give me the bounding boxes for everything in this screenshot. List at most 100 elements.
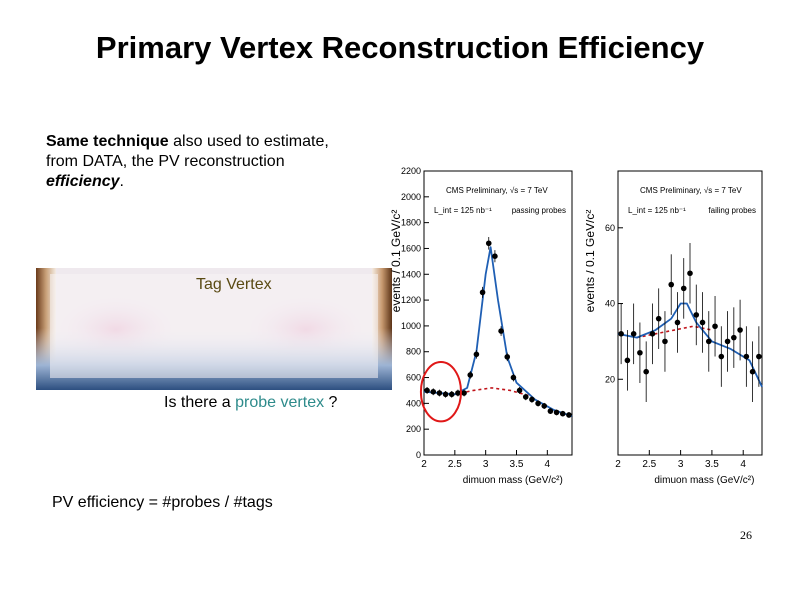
data-point xyxy=(448,391,455,398)
intro-bold: Same technique xyxy=(46,133,169,150)
data-point xyxy=(743,353,750,360)
data-point xyxy=(461,390,467,396)
x-axis-label: dimuon mass (GeV/c²) xyxy=(654,475,754,486)
data-point xyxy=(498,328,504,334)
probe-highlight: probe vertex xyxy=(235,394,325,411)
data-point xyxy=(436,390,443,396)
data-point xyxy=(618,331,624,337)
data-point xyxy=(566,412,572,418)
data-point xyxy=(756,353,762,360)
x-tick-label: 2.5 xyxy=(642,459,656,470)
x-tick-label: 4 xyxy=(545,459,551,470)
legend-label: failing probes xyxy=(708,206,756,215)
x-tick-label: 2 xyxy=(615,459,621,470)
data-point xyxy=(718,353,725,360)
data-point xyxy=(516,387,523,394)
intro-text: Same technique also used to estimate, fr… xyxy=(46,132,346,192)
data-point xyxy=(731,334,737,341)
x-tick-label: 4 xyxy=(740,459,746,470)
data-point xyxy=(705,338,712,345)
data-point xyxy=(473,351,480,358)
data-point xyxy=(699,319,706,326)
y-tick-label: 1600 xyxy=(401,243,421,253)
data-point xyxy=(649,331,656,337)
signal-fit-line xyxy=(617,302,763,388)
intro-end: . xyxy=(119,173,124,190)
tag-vertex-label: Tag Vertex xyxy=(196,276,272,293)
plot-frame xyxy=(617,170,763,456)
y-axis-label: events / 0.1 GeV/c² xyxy=(389,210,403,313)
data-point xyxy=(655,315,662,322)
data-point xyxy=(479,289,486,296)
probe-question: Is there a probe vertex ? xyxy=(164,394,337,412)
plot-frame xyxy=(423,170,573,456)
y-tick-label: 2000 xyxy=(401,192,421,202)
data-point xyxy=(535,400,541,407)
probe-suffix: ? xyxy=(324,394,338,411)
y-tick-label: 800 xyxy=(406,347,421,357)
y-tick-label: 200 xyxy=(406,424,421,434)
data-point xyxy=(637,349,643,356)
y-tick-label: 2200 xyxy=(401,166,421,176)
plot-title: CMS Preliminary, √s = 7 TeV xyxy=(640,186,742,195)
luminosity-label: L_int = 125 nb⁻¹ xyxy=(628,206,686,215)
data-point xyxy=(737,327,743,333)
y-tick-label: 20 xyxy=(605,374,615,384)
data-point xyxy=(553,409,560,416)
intro-rest: also used to estimate, from DATA, the PV… xyxy=(46,133,329,170)
x-tick-label: 3 xyxy=(483,459,489,470)
background-fit-line xyxy=(454,387,530,397)
failing-probes-plot: 20 40 60 2 2.5 3 3.5 4 dimuon mass (GeV/c²) event… xyxy=(586,170,763,486)
x-tick-label: 2.5 xyxy=(448,459,462,470)
legend-label: passing probes xyxy=(512,206,566,215)
passing-probes-plot: 0 200 400 600 800 1000 1200 1400 1600 1800 2000 220… xyxy=(389,166,573,486)
y-tick-label: 1800 xyxy=(401,218,421,228)
data-point xyxy=(541,403,548,409)
data-point xyxy=(510,374,517,381)
data-point xyxy=(547,408,554,414)
data-point xyxy=(529,396,535,403)
vertex-illustration xyxy=(36,268,392,390)
y-tick-label: 1400 xyxy=(401,269,421,279)
x-axis-label: dimuon mass (GeV/c²) xyxy=(463,475,563,486)
data-point xyxy=(455,390,461,396)
x-tick-label: 3.5 xyxy=(705,459,719,470)
x-tick-label: 2 xyxy=(421,459,427,470)
plot-title: CMS Preliminary, √s = 7 TeV xyxy=(446,186,548,195)
data-point xyxy=(485,240,492,247)
y-tick-label: 60 xyxy=(605,223,615,233)
data-point xyxy=(522,394,529,400)
intro-italic: efficiency xyxy=(46,173,120,190)
y-axis-label: events / 0.1 GeV/c² xyxy=(586,210,597,313)
data-point xyxy=(630,331,637,337)
slide-title: Primary Vertex Reconstruction Efficiency xyxy=(95,30,705,65)
page-number: 26 xyxy=(740,528,752,542)
x-tick-label: 3 xyxy=(678,459,684,470)
highlight-circle xyxy=(419,361,462,423)
data-point xyxy=(442,391,449,398)
data-point xyxy=(693,312,700,318)
y-tick-label: 1200 xyxy=(401,295,421,305)
y-tick-label: 0 xyxy=(416,450,421,460)
data-point xyxy=(668,281,675,288)
data-point xyxy=(712,323,718,330)
x-tick-label: 3.5 xyxy=(510,459,524,470)
data-point xyxy=(749,368,756,375)
data-point xyxy=(492,253,498,259)
luminosity-label: L_int = 125 nb⁻¹ xyxy=(434,206,492,215)
data-point xyxy=(724,338,731,345)
data-point xyxy=(559,410,566,417)
y-tick-label: 1000 xyxy=(401,321,421,331)
data-point xyxy=(674,319,681,326)
data-point xyxy=(680,285,687,292)
y-tick-label: 600 xyxy=(406,373,421,383)
data-point xyxy=(430,388,437,395)
data-point xyxy=(643,368,649,375)
data-point xyxy=(662,338,668,345)
probe-prefix: Is there a xyxy=(164,394,236,411)
data-point xyxy=(687,270,693,277)
efficiency-formula: PV efficiency = #probes / #tags xyxy=(52,494,273,511)
data-point xyxy=(467,372,474,378)
data-point xyxy=(624,357,631,364)
y-tick-label: 40 xyxy=(605,299,615,309)
